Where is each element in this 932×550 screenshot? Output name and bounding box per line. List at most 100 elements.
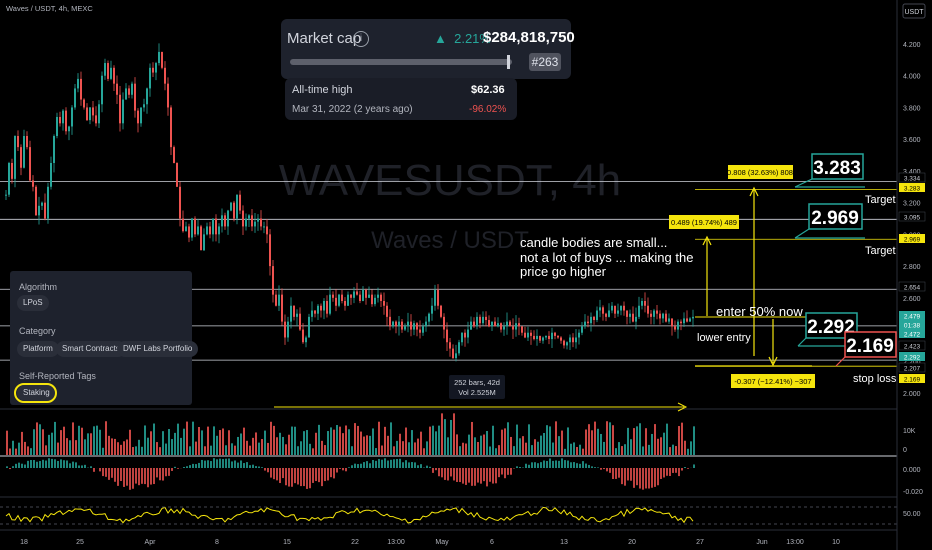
candle-body-135 [410, 321, 412, 330]
currency-button[interactable] [902, 3, 926, 19]
candle-body-203 [614, 305, 616, 314]
staking-highlight [14, 383, 57, 403]
lower-entry-label: lower entry [697, 332, 751, 344]
macd-bar-157 [477, 468, 479, 483]
macd-bar-120 [366, 461, 368, 468]
candle-body-13 [44, 202, 46, 219]
macd-bar-29 [93, 468, 95, 472]
volume-bar-35 [111, 438, 113, 455]
time-tick-11: 27 [696, 539, 704, 546]
macd-bar-96 [294, 468, 296, 484]
candle-body-18 [59, 116, 61, 124]
candle-body-40 [125, 88, 127, 100]
callout-2169 [844, 331, 897, 358]
market-cap-title: Market cap [287, 30, 362, 47]
measure-down-box [731, 374, 815, 388]
macd-bar-97 [297, 468, 299, 485]
candle-body-140 [425, 321, 427, 327]
macd-bar-45 [141, 468, 143, 484]
macd-bar-159 [483, 468, 485, 482]
volume-bar-112 [342, 433, 344, 455]
volume-bar-57 [177, 423, 179, 455]
tag-chip-staking[interactable]: Staking [17, 385, 56, 401]
macd-bar-15 [51, 458, 53, 468]
price-tick-0: 4.200 [903, 42, 921, 49]
volume-bar-72 [222, 428, 224, 455]
macd-bar-87 [267, 468, 269, 473]
macd-bar-121 [369, 463, 371, 468]
candle-body-91 [278, 294, 280, 306]
macd-bar-49 [153, 468, 155, 485]
macd-bar-221 [669, 468, 671, 477]
macd-bar-202 [612, 468, 614, 479]
volume-bar-26 [84, 439, 86, 455]
candle-body-149 [452, 348, 454, 359]
volume-bar-109 [333, 429, 335, 455]
volume-bar-120 [366, 435, 368, 455]
candle-body-15 [50, 162, 52, 187]
volume-bar-15 [51, 432, 53, 455]
algorithm-chip[interactable]: LPoS [17, 295, 49, 311]
info-icon[interactable]: i [353, 31, 369, 47]
category-chip-platform[interactable]: Platform [17, 341, 59, 357]
volume-bar-156 [474, 437, 476, 455]
candle-body-213 [644, 300, 646, 306]
macd-bar-73 [225, 458, 227, 468]
macd-bar-175 [531, 462, 533, 468]
volume-bar-164 [498, 445, 500, 455]
macd-bar-129 [393, 459, 395, 468]
macd-bar-110 [336, 468, 338, 473]
macd-bar-140 [426, 465, 428, 468]
price-label-5: 2.479 [904, 314, 921, 321]
macd-bar-37 [117, 468, 119, 486]
volume-bar-50 [156, 442, 158, 455]
volume-bar-11 [39, 424, 41, 455]
candle-body-128 [389, 316, 391, 327]
candle-body-214 [647, 305, 649, 314]
macd-tick-1: -0.020 [903, 489, 923, 496]
macd-bar-105 [321, 468, 323, 487]
candle-body-112 [341, 294, 343, 301]
candle-body-67 [206, 226, 208, 235]
candle-body-131 [398, 321, 400, 327]
volume-bar-25 [81, 427, 83, 455]
volume-bar-49 [153, 423, 155, 455]
candle-body-198 [599, 307, 601, 311]
volume-bar-220 [666, 423, 668, 455]
macd-bar-69 [213, 458, 215, 468]
macd-bar-6 [24, 464, 26, 468]
macd-bar-86 [264, 468, 266, 471]
macd-bar-162 [492, 468, 494, 484]
price-tick-3: 3.600 [903, 137, 921, 144]
candle-body-20 [65, 110, 67, 132]
candle-body-84 [257, 218, 259, 222]
candle-body-48 [149, 67, 151, 89]
macd-bar-163 [495, 468, 497, 484]
macd-bar-201 [609, 468, 611, 473]
volume-bar-133 [405, 427, 407, 455]
macd-bar-190 [576, 463, 578, 468]
volume-bar-157 [477, 442, 479, 455]
candle-body-39 [122, 99, 124, 124]
macd-bar-82 [252, 464, 254, 468]
market-cap-change: ▲ 2.21% [434, 31, 491, 46]
volume-bar-172 [522, 436, 524, 455]
volume-bar-16 [54, 421, 56, 455]
price-label-box-10 [898, 362, 926, 373]
category-chip-smart-contracts[interactable]: Smart Contracts [56, 341, 126, 357]
candle-body-71 [218, 226, 220, 235]
candle-body-72 [221, 215, 223, 227]
volume-bar-127 [387, 435, 389, 455]
candle-body-117 [356, 291, 358, 295]
volume-bar-59 [183, 428, 185, 455]
macd-bar-226 [684, 467, 686, 468]
macd-bar-77 [237, 462, 239, 468]
volume-bar-150 [456, 434, 458, 455]
price-label-box-4 [898, 281, 926, 292]
market-cap-slider-knob [507, 55, 510, 69]
volume-bar-148 [450, 419, 452, 455]
candle-body-223 [674, 326, 676, 330]
category-chip-dwf[interactable]: DWF Labs Portfolio [117, 341, 199, 357]
macd-bar-106 [324, 468, 326, 482]
